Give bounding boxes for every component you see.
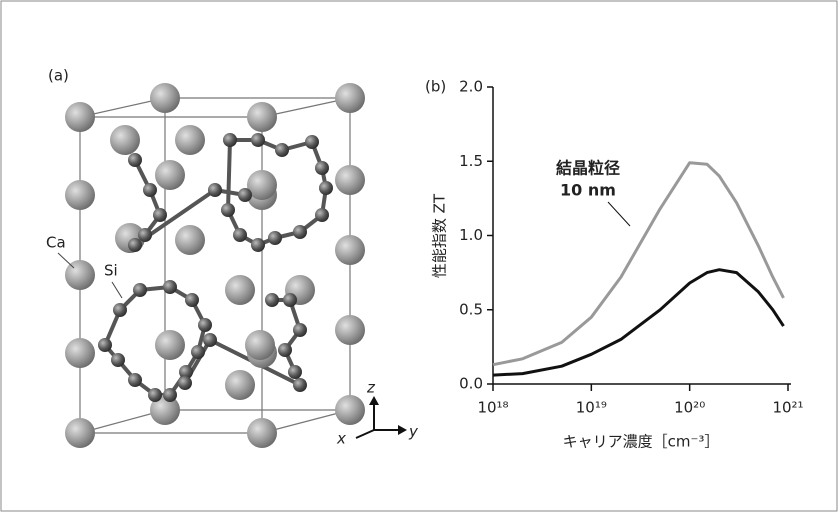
si-atom (113, 303, 127, 317)
si-atom (265, 293, 279, 307)
ca-atom (225, 370, 255, 400)
bond (228, 140, 230, 210)
y-tick-label: 0.5 (459, 300, 483, 318)
x-axis-label: キャリア濃度［cm⁻³］ (563, 433, 720, 451)
annotation-leader (608, 202, 630, 226)
si-atom (153, 208, 167, 222)
si-atom (251, 133, 265, 147)
si-atom (178, 376, 192, 390)
ca-atom (335, 315, 365, 345)
arrowhead (398, 425, 407, 435)
si-atom (143, 183, 157, 197)
y-tick-label: 1.0 (459, 226, 483, 244)
arrowhead (369, 396, 379, 405)
si-atom (98, 338, 112, 352)
si-atom (191, 345, 205, 359)
si-atom (275, 143, 289, 157)
ca-atom (335, 165, 365, 195)
si-atom (128, 153, 142, 167)
x-tick-label: 10¹⁹ (576, 399, 607, 417)
si-atom (203, 333, 217, 347)
ca-atom (155, 330, 185, 360)
ca-atom (175, 125, 205, 155)
leader (112, 282, 122, 298)
si-atom (293, 323, 307, 337)
si-atom (221, 203, 235, 217)
ca-atom (155, 160, 185, 190)
panel-label: (a) (48, 67, 69, 85)
ca-atom (225, 275, 255, 305)
si-atom (233, 228, 247, 242)
si-atom (319, 181, 333, 195)
si-atom (223, 133, 237, 147)
ca-atom (175, 225, 205, 255)
ca-atom (65, 338, 95, 368)
axes-glyph (356, 396, 407, 438)
ca-atom (65, 260, 95, 290)
si-atom (238, 188, 252, 202)
si-atom (111, 353, 125, 367)
ca-atom (245, 330, 275, 360)
si-atom (251, 238, 265, 252)
axis-glyph-label: y (408, 423, 419, 441)
axis-glyph-label: z (366, 379, 376, 397)
ca-atom (335, 395, 365, 425)
ca-atom (247, 102, 277, 132)
annotation: 結晶粒径 (556, 159, 620, 178)
si-atom (315, 208, 329, 222)
si-atom (163, 280, 177, 294)
x-tick-label: 10²¹ (772, 399, 803, 417)
ca-atom (335, 83, 365, 113)
axis-glyph-label: x (336, 430, 346, 448)
y-tick-label: 2.0 (459, 78, 483, 96)
si-atom (128, 373, 142, 387)
panel-label: (b) (425, 78, 446, 96)
si-atom (138, 228, 152, 242)
si-atom (293, 378, 307, 392)
x-tick-label: 10²⁰ (674, 399, 705, 417)
ca-atom (150, 83, 180, 113)
x-tick-label: 10¹⁸ (477, 399, 508, 417)
y-tick-label: 1.5 (459, 152, 483, 170)
ca-atom (335, 235, 365, 265)
si-atom (268, 231, 282, 245)
series-line (493, 270, 784, 375)
si-atom (148, 388, 162, 402)
atom-label: Si (104, 262, 118, 280)
ca-atom (247, 418, 277, 448)
si-atom (198, 318, 212, 332)
si-atom (288, 365, 302, 379)
si-atom (208, 183, 222, 197)
si-atom (283, 293, 297, 307)
ca-atom (65, 418, 95, 448)
si-atom (163, 388, 177, 402)
ca-atom (110, 125, 140, 155)
figure: (a) Ca Si z x y (b) 性能指数 ZT キャリア濃度［cm⁻³］… (0, 0, 839, 513)
y-tick-label: 0.0 (459, 375, 483, 393)
atom-label: Ca (46, 234, 66, 252)
series-line (493, 163, 784, 365)
si-atom (315, 161, 329, 175)
si-atom (305, 135, 319, 149)
annotation: 10 nm (560, 181, 616, 200)
si-atom (128, 238, 142, 252)
si-atom (278, 343, 292, 357)
si-atom (133, 283, 147, 297)
leader (58, 253, 74, 268)
si-atom (293, 225, 307, 239)
ca-atom (65, 180, 95, 210)
y-axis-label: 性能指数 ZT (431, 193, 449, 278)
axis-arrow (356, 430, 374, 438)
si-atom (185, 293, 199, 307)
ca-atom (65, 102, 95, 132)
